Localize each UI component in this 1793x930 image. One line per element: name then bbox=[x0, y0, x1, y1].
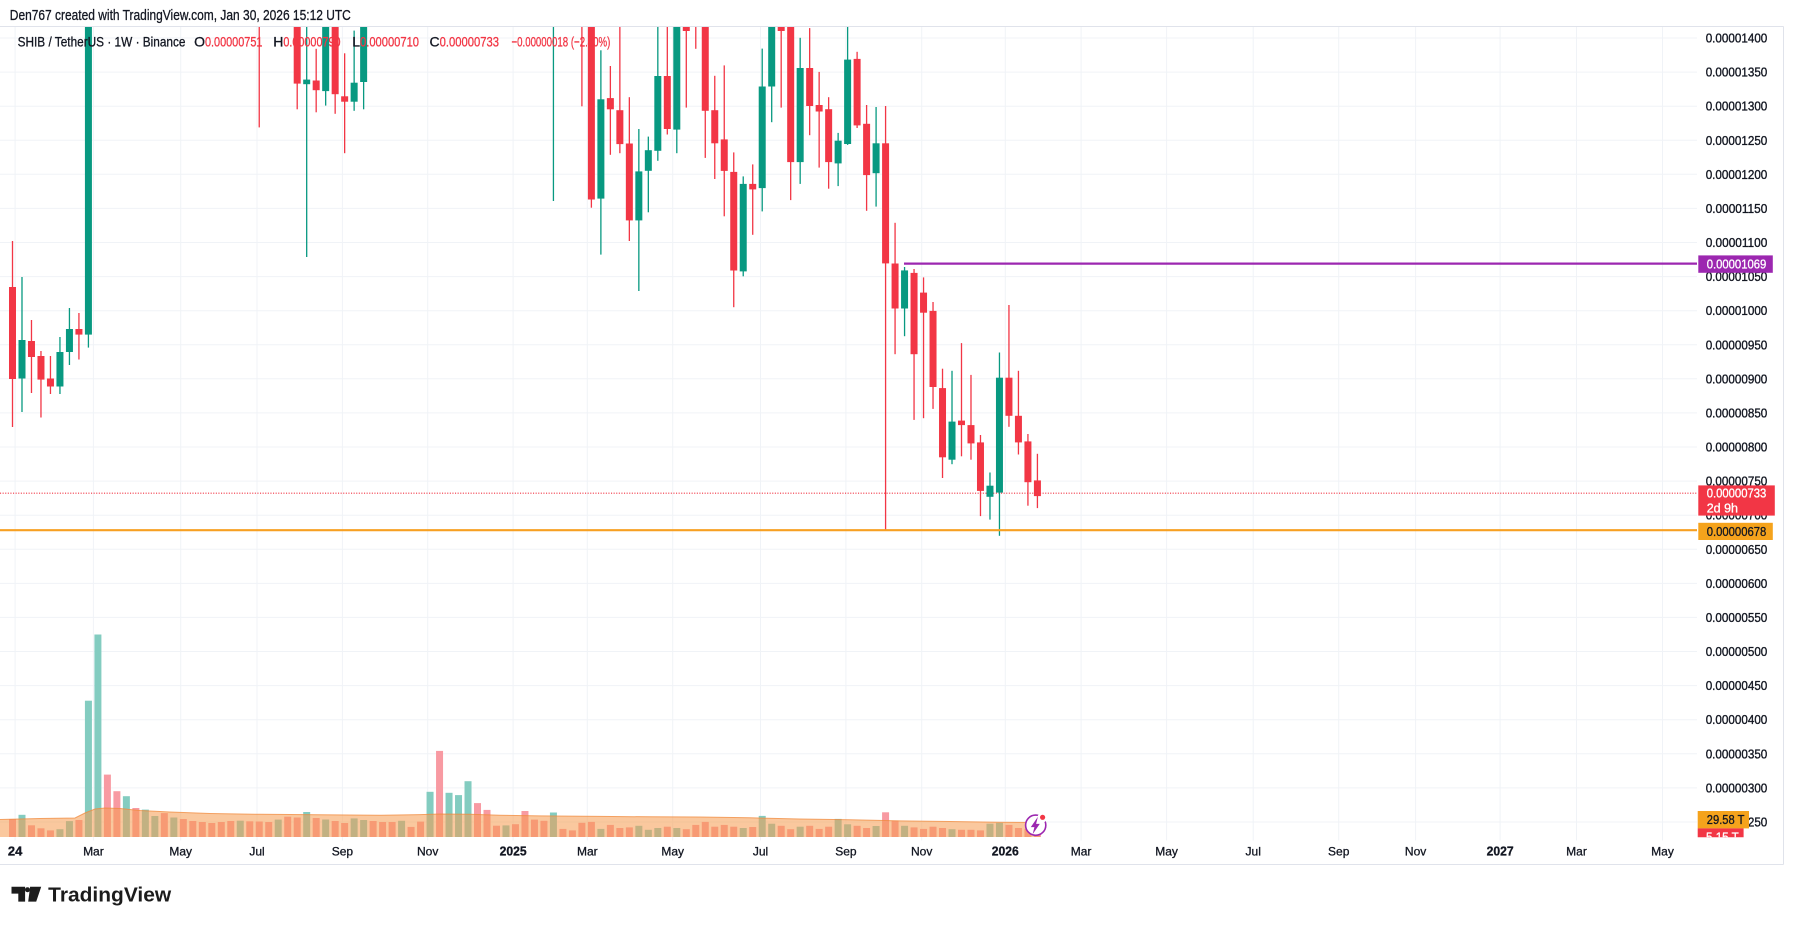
svg-text:2d 9h: 2d 9h bbox=[1707, 502, 1738, 516]
svg-text:Sep: Sep bbox=[835, 844, 857, 858]
svg-text:Den767 created with TradingVie: Den767 created with TradingView.com, Jan… bbox=[10, 7, 351, 24]
svg-text:24: 24 bbox=[8, 843, 23, 858]
svg-text:Nov: Nov bbox=[417, 844, 438, 858]
svg-text:Jul: Jul bbox=[249, 844, 264, 858]
svg-text:2025: 2025 bbox=[500, 843, 527, 858]
svg-text:0.00000733: 0.00000733 bbox=[440, 34, 500, 50]
svg-text:Sep: Sep bbox=[1328, 844, 1350, 858]
svg-text:0.00000950: 0.00000950 bbox=[1706, 338, 1768, 352]
svg-text:0.00000733: 0.00000733 bbox=[1707, 486, 1767, 500]
svg-text:0.00000800: 0.00000800 bbox=[1706, 441, 1768, 455]
svg-text:Jul: Jul bbox=[753, 844, 768, 858]
svg-text:May: May bbox=[169, 844, 192, 858]
svg-text:0.00001050: 0.00001050 bbox=[1706, 270, 1768, 284]
svg-text:0.00000500: 0.00000500 bbox=[1706, 645, 1768, 659]
svg-text:0.00000750: 0.00000750 bbox=[1706, 475, 1768, 489]
svg-text:May: May bbox=[661, 844, 684, 858]
svg-text:5.15 T: 5.15 T bbox=[1706, 831, 1739, 845]
svg-text:0.00000600: 0.00000600 bbox=[1706, 577, 1768, 591]
svg-text:0.00001300: 0.00001300 bbox=[1706, 100, 1768, 114]
svg-text:0.00000400: 0.00000400 bbox=[1706, 713, 1768, 727]
svg-text:−0.00000018 (−2.40%): −0.00000018 (−2.40%) bbox=[512, 34, 611, 50]
svg-text:0.00001400: 0.00001400 bbox=[1706, 32, 1768, 46]
svg-text:0.00000650: 0.00000650 bbox=[1706, 543, 1768, 557]
svg-text:Sep: Sep bbox=[332, 844, 354, 858]
svg-text:May: May bbox=[1651, 844, 1674, 858]
svg-text:0.00000300: 0.00000300 bbox=[1706, 781, 1768, 795]
svg-text:0.00001150: 0.00001150 bbox=[1706, 202, 1768, 216]
svg-text:0.00001350: 0.00001350 bbox=[1706, 66, 1768, 80]
svg-text:2026: 2026 bbox=[992, 843, 1019, 858]
svg-text:0.00000751: 0.00000751 bbox=[205, 34, 263, 50]
svg-text:Jul: Jul bbox=[1246, 844, 1261, 858]
svg-text:SHIB / TetherUS · 1W · Binance: SHIB / TetherUS · 1W · Binance bbox=[18, 34, 186, 50]
svg-text:0.00000450: 0.00000450 bbox=[1706, 679, 1768, 693]
svg-text:0.00000790: 0.00000790 bbox=[283, 34, 340, 50]
svg-text:C: C bbox=[430, 34, 440, 50]
svg-text:Nov: Nov bbox=[911, 844, 932, 858]
svg-text:Mar: Mar bbox=[83, 844, 104, 858]
svg-text:2027: 2027 bbox=[1487, 843, 1514, 858]
svg-text:0.00000678: 0.00000678 bbox=[1707, 525, 1767, 539]
svg-text:0.00001069: 0.00001069 bbox=[1707, 258, 1767, 272]
svg-text:Mar: Mar bbox=[577, 844, 598, 858]
svg-text:0.00001100: 0.00001100 bbox=[1706, 236, 1768, 250]
svg-text:TradingView: TradingView bbox=[48, 884, 171, 907]
svg-text:May: May bbox=[1155, 844, 1178, 858]
svg-text:Mar: Mar bbox=[1566, 844, 1587, 858]
svg-text:29.58 T: 29.58 T bbox=[1707, 813, 1745, 827]
svg-text:O: O bbox=[194, 34, 205, 50]
svg-text:0.00001000: 0.00001000 bbox=[1706, 304, 1768, 318]
svg-text:H: H bbox=[273, 34, 283, 50]
svg-text:0.00000710: 0.00000710 bbox=[360, 34, 419, 50]
svg-text:0.00001250: 0.00001250 bbox=[1706, 134, 1768, 148]
svg-text:Nov: Nov bbox=[1405, 844, 1426, 858]
svg-text:0.00000350: 0.00000350 bbox=[1706, 747, 1768, 761]
svg-text:0.00000850: 0.00000850 bbox=[1706, 406, 1768, 420]
svg-text:0.00000900: 0.00000900 bbox=[1706, 372, 1768, 386]
svg-text:0.00000550: 0.00000550 bbox=[1706, 611, 1768, 625]
svg-text:0.00001200: 0.00001200 bbox=[1706, 168, 1768, 182]
svg-text:Mar: Mar bbox=[1071, 844, 1092, 858]
svg-text:L: L bbox=[352, 34, 360, 50]
